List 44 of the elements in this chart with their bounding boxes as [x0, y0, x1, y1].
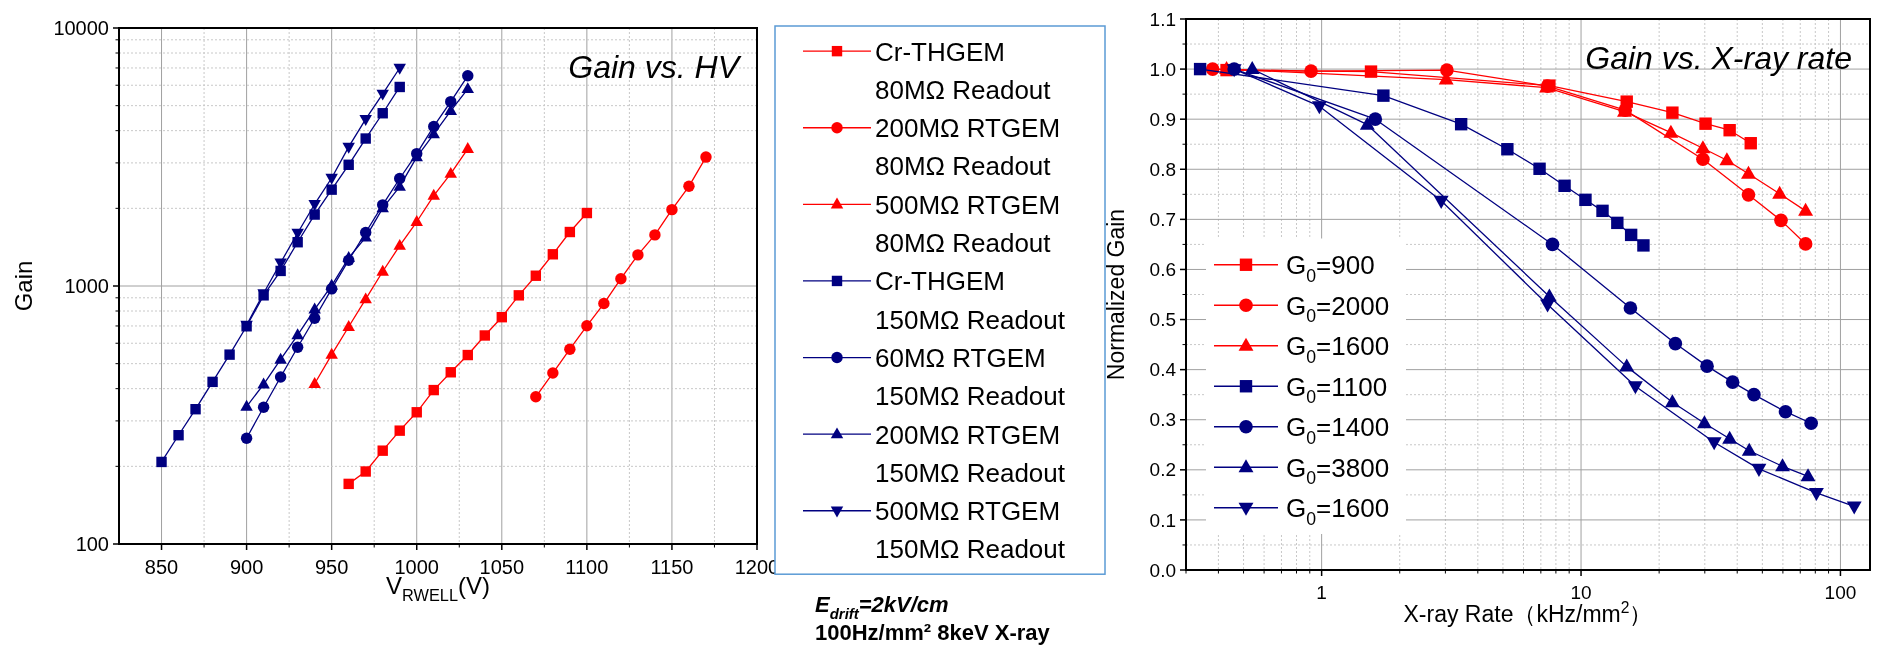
- y-tick-label: 0.5: [1149, 309, 1176, 331]
- y-tick-label: 0.0: [1149, 559, 1176, 581]
- y-tick-label: 0.8: [1149, 158, 1176, 180]
- y-tick-label: 1.0: [1149, 58, 1176, 80]
- x-tick-label: 100: [1824, 582, 1857, 603]
- text: 100Hz/mm² 8keV X-ray: [815, 620, 1051, 645]
- legend-label: 200MΩ RTGEM 80MΩ Readout: [875, 113, 1061, 182]
- x-tick-label: 950: [314, 556, 349, 578]
- y-tick-label: 0.2: [1149, 459, 1176, 481]
- y-tick-label: 0.7: [1149, 209, 1176, 231]
- legend-label: Cr-THGEM 150MΩ Readout: [875, 266, 1066, 335]
- legend-label: G$_{0}$=3800: [1286, 452, 1390, 489]
- legend-label: G$_{0}$=1400: [1286, 412, 1390, 448]
- y-tick-label: 0.1: [1149, 509, 1176, 531]
- y-tick-label: 0.3: [1149, 409, 1176, 431]
- x-tick-label: 1000: [394, 556, 439, 578]
- text: Gain vs. HV: [568, 49, 742, 85]
- x-tick-label: 900: [229, 556, 264, 578]
- legend-label: G$_{0}$=1600: [1286, 493, 1390, 529]
- legend-label: 500MΩ RTGEM 80MΩ Readout: [875, 189, 1061, 259]
- y-tick-label: 0.9: [1149, 108, 1176, 130]
- x-tick-label: 1: [1316, 582, 1327, 603]
- y-axis-title: Normalized Gain: [1103, 208, 1129, 381]
- legend-label: 200MΩ RTGEM 150MΩ Readout: [875, 419, 1066, 488]
- y-tick-label: 1000: [64, 275, 109, 297]
- y-axis-title: Gain: [10, 260, 37, 312]
- legend-label: G$_{0}$=2000: [1286, 290, 1390, 327]
- x-tick-label: 1050: [479, 556, 525, 578]
- legend-label: G$_{0}$=1600: [1286, 331, 1390, 367]
- legend-label: Cr-THGEM 80MΩ Readout: [875, 36, 1052, 105]
- y-tick-label: 0.6: [1149, 259, 1176, 281]
- x-tick-label: 1100: [565, 556, 609, 578]
- y-tick-label: 1.1: [1149, 8, 1176, 30]
- y-tick-label: 10000: [53, 17, 109, 39]
- legend-label: G$_{0}$=900: [1286, 250, 1375, 286]
- legend-label: 500MΩ RTGEM 150MΩ Readout: [875, 496, 1066, 565]
- legend-label: 60MΩ RTGEM 150MΩ Readout: [875, 342, 1066, 412]
- x-tick-label: 1150: [650, 556, 694, 578]
- legend-label: G$_{0}$=1100: [1286, 371, 1388, 408]
- x-tick-label: 850: [144, 556, 179, 578]
- text: E$_{drift}$=2kV/cm: [815, 592, 949, 622]
- y-tick-label: 100: [75, 533, 109, 555]
- y-tick-label: 0.4: [1149, 359, 1177, 381]
- text: Gain vs. X-ray rate: [1585, 40, 1852, 76]
